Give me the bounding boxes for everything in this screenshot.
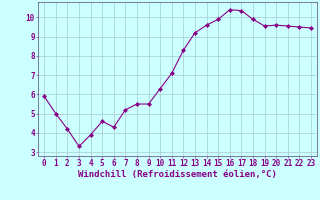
X-axis label: Windchill (Refroidissement éolien,°C): Windchill (Refroidissement éolien,°C) xyxy=(78,170,277,179)
